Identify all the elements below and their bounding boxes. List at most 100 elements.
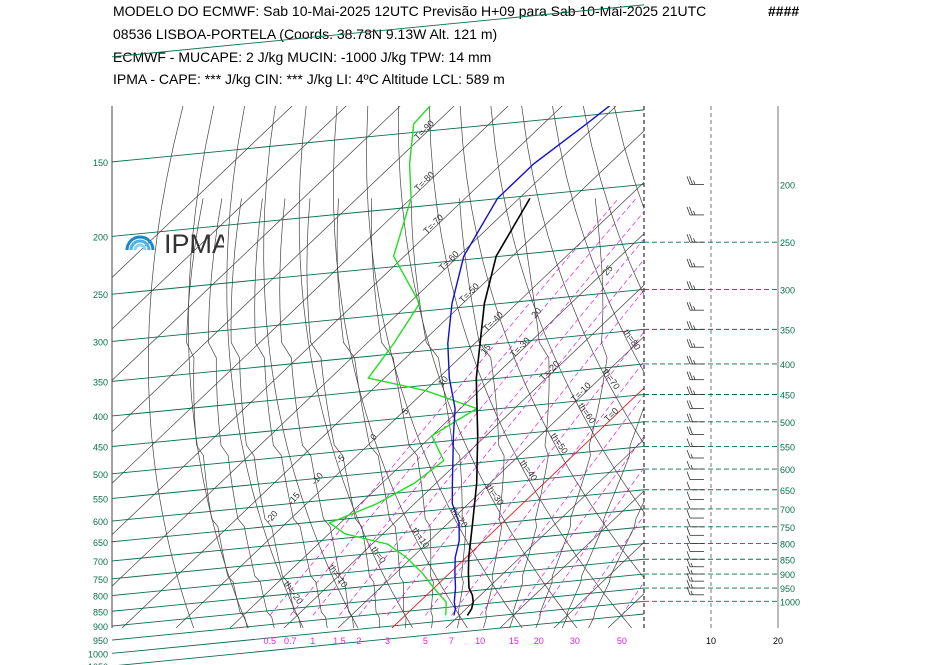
dry-adiabat-label: th=60 <box>576 401 597 425</box>
wind-barb <box>686 565 704 575</box>
dry-adiabat-line <box>799 106 940 628</box>
isotherm-line <box>112 106 563 536</box>
wind-barb-flag <box>686 491 691 500</box>
pressure-label-left: 400 <box>93 412 108 422</box>
wind-barb <box>686 586 704 596</box>
wind-barb-half-flag <box>693 262 696 268</box>
moist-adiabat-line <box>509 198 550 628</box>
wind-barb <box>686 355 704 365</box>
moist-adiabat-lines <box>186 198 644 628</box>
temperature-profile-line <box>466 197 531 616</box>
mixing-ratio-line <box>538 467 644 616</box>
grid-labels: 1502002503003504004505005506006507007508… <box>88 118 800 665</box>
wind-barb-flag <box>689 400 693 409</box>
moist-adiabat-line <box>279 198 354 628</box>
wind-barb-flag <box>686 258 691 268</box>
pressure-label-left: 600 <box>93 517 108 527</box>
mixing-ratio-label: 1 <box>310 636 315 646</box>
dry-adiabat-line <box>148 106 195 628</box>
isotherm-line <box>229 233 644 628</box>
isotherm-line <box>445 438 644 628</box>
isotherm-line <box>112 106 617 587</box>
pressure-label-right: 1000 <box>780 597 800 607</box>
dry-adiabat-line <box>552 106 644 373</box>
wind-barb <box>686 400 704 409</box>
dry-adiabat-line <box>188 106 249 628</box>
dry-adiabat-lines <box>148 106 940 628</box>
dry-adiabat-line <box>613 106 644 210</box>
wind-barb-half-flag <box>693 343 696 348</box>
isobar-line <box>111 4 645 58</box>
moist-adiabat-label: 5 <box>400 406 411 416</box>
mixing-ratio-line <box>358 259 644 616</box>
wind-barb <box>686 558 704 568</box>
wind-barb-flag <box>689 258 693 268</box>
pressure-label-right: 750 <box>780 523 795 533</box>
mixing-ratio-label: 3 <box>385 636 390 646</box>
dry-adiabat-line <box>298 106 414 628</box>
wind-barb-flag <box>686 281 691 290</box>
moist-adiabat-line <box>306 198 380 628</box>
wind-barb-flag <box>686 321 691 330</box>
mixing-ratio-line <box>513 435 644 616</box>
wind-barb <box>686 321 704 330</box>
moist-adiabat-line <box>561 406 644 628</box>
moist-adiabat-line <box>459 198 505 628</box>
dry-adiabat-line <box>707 106 940 628</box>
wind-barb-flag <box>686 558 691 567</box>
wind-barb <box>686 500 704 510</box>
wind-barb <box>686 206 704 216</box>
dry-adiabat-line <box>333 106 468 628</box>
moist-adiabat-line <box>208 198 275 628</box>
pressure-label-left: 950 <box>93 636 108 646</box>
mixing-ratio-label: 2 <box>356 636 361 646</box>
wind-barb <box>686 535 704 544</box>
pressure-label-left: 800 <box>93 592 108 602</box>
dry-adiabat-line <box>226 106 304 628</box>
wind-barb <box>686 371 704 381</box>
mixing-ratio-line <box>387 289 644 616</box>
wind-barb-panel <box>644 106 779 628</box>
isotherm-line <box>391 387 644 628</box>
wind-barb-flag <box>689 302 693 311</box>
wind-barb <box>686 302 704 311</box>
isobar-line <box>111 526 645 580</box>
dry-adiabat-label: th=50 <box>549 431 570 455</box>
wind-barb-flag <box>686 176 691 185</box>
mixing-ratio-label: 20 <box>534 636 544 646</box>
mixing-ratio-line <box>621 581 644 616</box>
mixing-ratio-label: 30 <box>570 636 580 646</box>
dry-adiabat-line <box>263 106 359 628</box>
wind-barb-half-flag <box>690 569 693 575</box>
mixing-ratio-label: 7 <box>449 636 454 646</box>
wind-barb <box>686 481 704 491</box>
wind-barb-flag <box>686 400 691 409</box>
moist-adiabat-label: 20 <box>529 306 543 320</box>
header-title: MODELO DO ECMWF: Sab 10-Mai-2025 12UTC P… <box>113 3 707 19</box>
wind-barb-flag <box>686 579 691 589</box>
pressure-label-left: 350 <box>93 377 108 387</box>
wind-barb-flag <box>689 386 693 395</box>
moist-adiabat-label: 25 <box>601 263 615 277</box>
pressure-label-left: 750 <box>93 575 108 585</box>
wind-barb <box>686 527 704 536</box>
wind-barb-flag <box>686 543 691 552</box>
dry-adiabat-line <box>830 106 940 628</box>
isobar-line <box>111 587 645 641</box>
wind-barb <box>686 460 704 470</box>
wind-barb-flag <box>686 460 691 470</box>
pressure-label-right: 300 <box>780 285 795 295</box>
isotherm-label: T=-30 <box>508 335 532 359</box>
dry-adiabat-line <box>366 106 523 628</box>
green-profile-line <box>328 106 479 616</box>
dry-adiabat-line <box>490 106 644 513</box>
pressure-label-left: 650 <box>93 538 108 548</box>
wind-barb <box>686 579 704 589</box>
ipma-indices: IPMA - CAPE: *** J/kg CIN: *** J/kg LI: … <box>113 71 505 87</box>
pressure-label-right: 550 <box>780 442 795 452</box>
wind-barb <box>686 281 704 290</box>
wind-barb <box>686 176 704 185</box>
wind-barb <box>686 234 704 243</box>
wind-barb-flag <box>686 413 691 422</box>
isotherm-line <box>112 106 347 330</box>
